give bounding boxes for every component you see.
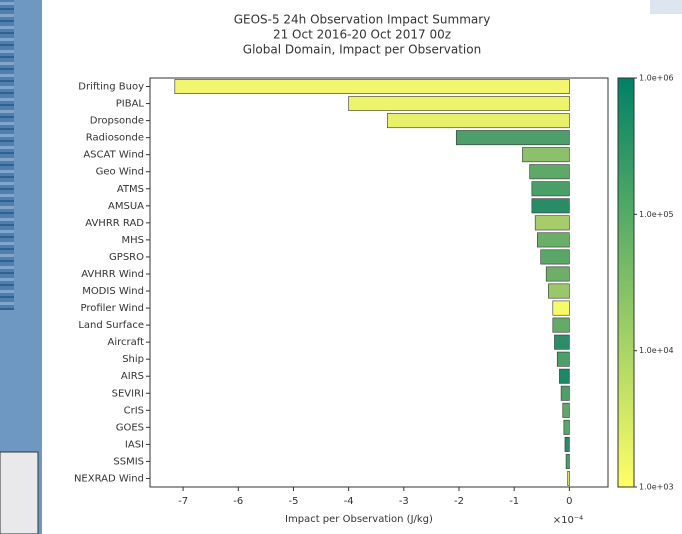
y-tick-label: AVHRR RAD (85, 218, 144, 229)
bar (564, 420, 570, 434)
y-tick-label: Dropsonde (90, 116, 144, 127)
x-tick-label: -4 (344, 496, 354, 507)
corner-box (650, 0, 682, 14)
y-tick-label: GPSRO (109, 252, 144, 263)
y-tick-label: AIRS (121, 371, 144, 382)
chart-title: GEOS-5 24h Observation Impact Summary (234, 13, 491, 27)
y-tick-label: Ship (122, 354, 144, 365)
x-axis-label: Impact per Observation (J/kg) (285, 514, 433, 525)
bar (565, 437, 569, 451)
bar (456, 130, 569, 144)
y-tick-label: MODIS Wind (82, 286, 144, 297)
bar (522, 148, 569, 162)
y-tick-label: ASCAT Wind (83, 150, 144, 161)
bar (537, 233, 569, 247)
side-box (0, 452, 38, 534)
x-tick-label: -5 (288, 496, 298, 507)
bar (349, 96, 570, 110)
colorbar (618, 78, 634, 487)
colorbar-tick-label: 1.0e+06 (639, 74, 674, 83)
y-tick-label: Drifting Buoy (78, 82, 144, 93)
chart-title: 21 Oct 2016-20 Oct 2017 00z (273, 28, 451, 42)
chart: GEOS-5 24h Observation Impact Summary21 … (74, 13, 674, 527)
bar (548, 284, 569, 298)
colorbar-tick-label: 1.0e+03 (639, 483, 674, 492)
colorbar-tick-label: 1.0e+04 (639, 346, 674, 355)
bar (566, 454, 569, 468)
bar (553, 301, 570, 315)
bar (535, 216, 569, 230)
bar (546, 267, 569, 281)
x-tick-label: -2 (454, 496, 464, 507)
y-tick-label: SSMIS (113, 456, 144, 467)
y-tick-label: GOES (116, 422, 144, 433)
y-tick-label: SEVIRI (112, 388, 144, 399)
bar (554, 335, 569, 349)
y-tick-label: Profiler Wind (80, 303, 144, 314)
offset-text: ×10⁻⁴ (553, 515, 583, 526)
bar (532, 182, 570, 196)
y-tick-label: Aircraft (107, 337, 144, 348)
y-tick-label: Geo Wind (96, 167, 144, 178)
screenshot: GEOS-5 24h Observation Impact Summary21 … (0, 0, 682, 534)
x-tick-label: -7 (178, 496, 188, 507)
y-tick-label: AMSUA (108, 201, 144, 212)
y-tick-label: NEXRAD Wind (74, 473, 144, 484)
bar (559, 369, 569, 383)
y-tick-label: Land Surface (78, 320, 144, 331)
y-tick-label: ATMS (117, 184, 144, 195)
x-tick-label: -6 (233, 496, 243, 507)
colorbar-tick-label: 1.0e+05 (639, 210, 674, 219)
x-tick-label: -3 (399, 496, 409, 507)
bar (532, 199, 570, 213)
bar (563, 403, 570, 417)
y-tick-label: Radiosonde (86, 133, 144, 144)
bar (530, 165, 570, 179)
bar (387, 113, 569, 127)
y-tick-label: CrIS (124, 405, 144, 416)
x-tick-label: 0 (566, 496, 572, 507)
bar (541, 250, 570, 264)
bar (561, 386, 569, 400)
side-texture (0, 0, 14, 310)
page: {"chart_data": {"type": "barh", "title":… (0, 0, 682, 534)
y-tick-label: IASI (125, 439, 144, 450)
y-tick-label: PIBAL (116, 99, 145, 110)
x-tick-label: -1 (509, 496, 519, 507)
y-tick-label: AVHRR Wind (81, 269, 144, 280)
chart-title: Global Domain, Impact per Observation (243, 43, 481, 57)
bar (557, 352, 569, 366)
bar (175, 79, 570, 93)
bar (553, 318, 570, 332)
bar (568, 471, 570, 485)
y-tick-label: MHS (122, 235, 145, 246)
